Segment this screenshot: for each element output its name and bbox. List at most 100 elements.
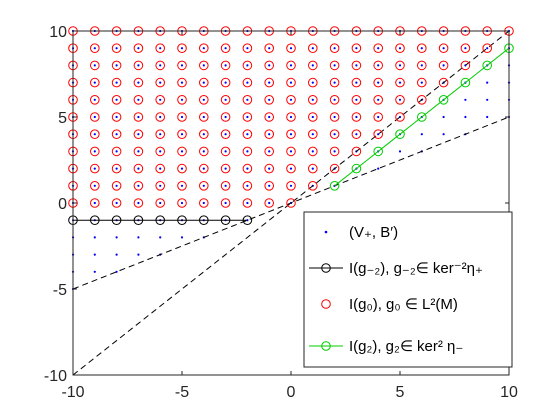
v-plus-point: [115, 201, 118, 205]
g0-point: [308, 60, 318, 71]
v-plus-point: [115, 64, 118, 67]
g0-point: [351, 43, 362, 54]
g0-point: [417, 95, 427, 105]
g0-point: [242, 112, 253, 122]
v-plus-point: [224, 98, 227, 101]
v-plus-point: [246, 150, 249, 153]
g0-point: [264, 112, 275, 122]
g0-point: [111, 198, 122, 208]
v-plus-point: [377, 47, 380, 50]
g0-point: [329, 95, 340, 105]
v-plus-point: [93, 236, 96, 239]
g0-point: [329, 112, 340, 122]
g0-point: [264, 129, 275, 139]
g0-point: [133, 60, 144, 71]
v-plus-point: [180, 184, 184, 187]
v-plus-point: [246, 167, 249, 170]
g0-point: [220, 60, 231, 71]
v-plus-point: [137, 47, 140, 50]
g0-point: [220, 181, 231, 191]
g0-point: [155, 163, 165, 174]
g0-point: [395, 77, 405, 88]
v-plus-point: [333, 47, 336, 50]
v-plus-point: [355, 64, 358, 67]
v-plus-point: [137, 81, 140, 84]
v-plus-point: [398, 150, 402, 153]
g0-point: [286, 112, 296, 122]
v-plus-point: [93, 184, 96, 187]
g0-point: [199, 77, 209, 88]
v-plus-point: [224, 81, 227, 84]
g0-point: [220, 77, 231, 88]
g0-point: [373, 112, 384, 122]
g0-point: [329, 43, 340, 54]
g0-point: [242, 60, 253, 71]
v-plus-point: [464, 47, 467, 50]
g0-point: [373, 77, 384, 88]
v-plus-point: [246, 64, 249, 67]
g0-point: [155, 181, 165, 191]
v-plus-point: [289, 184, 293, 187]
v-plus-point: [137, 201, 140, 205]
g0-point: [242, 198, 253, 208]
v-plus-point: [289, 150, 293, 153]
g0-point: [177, 146, 187, 157]
v-plus-point: [420, 64, 423, 67]
v-plus-point: [159, 184, 162, 187]
v-plus-point: [311, 167, 314, 170]
g0-point: [286, 163, 296, 174]
v-plus-point: [93, 270, 96, 273]
v-plus-point: [377, 81, 380, 84]
v-plus-point: [159, 167, 162, 170]
v-plus-point: [180, 47, 184, 50]
v-plus-point: [311, 98, 314, 101]
g0-point: [90, 129, 100, 139]
v-plus-point: [442, 115, 445, 119]
g0-point: [351, 112, 362, 122]
v-plus-point: [93, 167, 96, 170]
g0-point: [133, 43, 144, 54]
g0-point: [395, 43, 405, 54]
g0-point: [90, 181, 100, 191]
v-plus-point: [137, 150, 140, 153]
g0-point: [264, 95, 275, 105]
g0-point: [373, 95, 384, 105]
v-plus-point: [180, 98, 184, 101]
g0-point: [264, 146, 275, 157]
dashed-line: [72, 116, 510, 290]
v-plus-point: [202, 167, 205, 170]
g0-point: [220, 163, 231, 174]
g0-point: [111, 43, 122, 54]
g0-point: [177, 77, 187, 88]
g0-point: [155, 198, 165, 208]
g0-point: [177, 112, 187, 122]
legend-swatch-g-minus2-marker: [321, 263, 331, 273]
g0-point: [373, 129, 384, 139]
v-plus-point: [420, 133, 423, 136]
v-plus-point: [333, 64, 336, 67]
v-plus-point: [137, 253, 140, 256]
v-plus-point: [202, 98, 205, 101]
v-plus-point: [93, 253, 96, 256]
y-tick-label: 5: [58, 110, 67, 127]
g-minus2-point: [111, 215, 122, 225]
y-tick-label: 0: [58, 196, 67, 213]
g0-point: [395, 60, 405, 71]
g0-point: [220, 146, 231, 157]
v-plus-point: [202, 184, 205, 187]
v-plus-point: [268, 47, 271, 50]
v-plus-point: [355, 115, 358, 119]
g0-point: [395, 112, 405, 122]
g0-point: [286, 60, 296, 71]
v-plus-point: [115, 184, 118, 187]
v-plus-point: [398, 64, 402, 67]
v-plus-point: [137, 115, 140, 119]
g0-point: [329, 60, 340, 71]
v-plus-point: [93, 201, 96, 205]
g0-point: [199, 198, 209, 208]
v-plus-point: [202, 81, 205, 84]
g0-point: [308, 77, 318, 88]
v-plus-point: [355, 81, 358, 84]
g0-point: [395, 95, 405, 105]
